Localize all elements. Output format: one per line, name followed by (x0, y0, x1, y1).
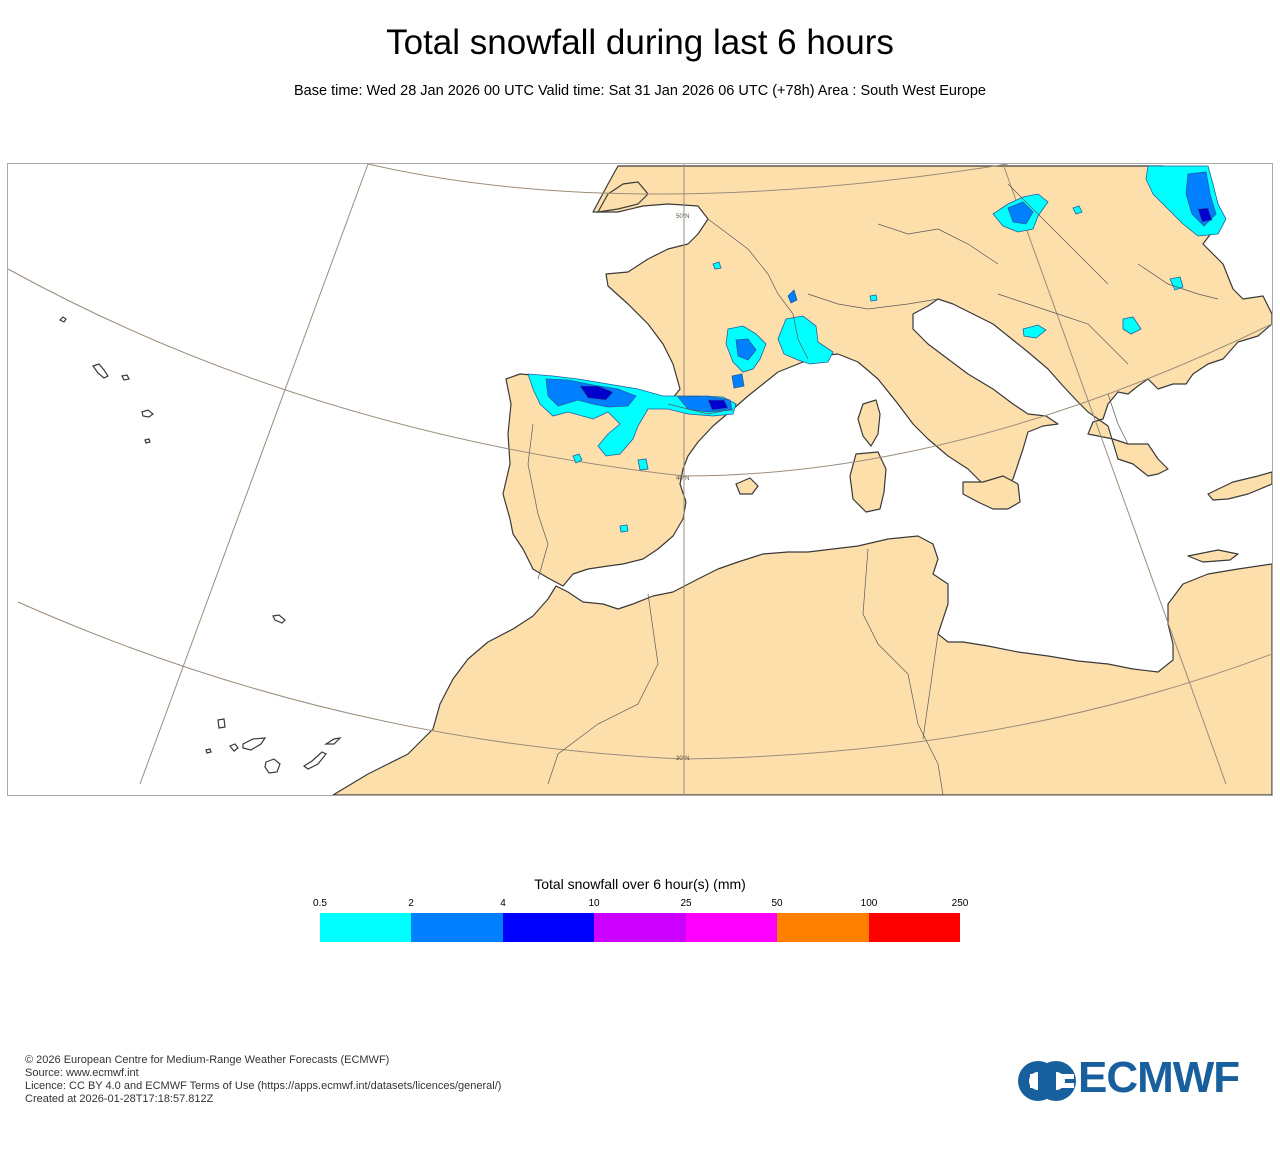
legend-ticks: 0.5 2 4 10 25 50 100 250 (0, 898, 1280, 912)
snow-patch-massif-central-2mm (735, 338, 757, 361)
legend-tick: 100 (860, 898, 878, 909)
graticule (8, 164, 1272, 795)
canary-lanzarote (323, 737, 342, 745)
snow-patch-carpathian (1169, 276, 1184, 291)
anatolia-landmass (1207, 471, 1272, 501)
border-romania (1137, 263, 1219, 300)
snow-patch-iberia-3 (619, 524, 629, 533)
snow-patch-central-europe-2mm (1007, 201, 1034, 225)
canary-grancanaria (264, 758, 281, 774)
snow-patch-iberia-2 (637, 458, 649, 471)
page-subtitle: Base time: Wed 28 Jan 2026 00 UTC Valid … (294, 83, 986, 99)
canary-fuerteventura (302, 751, 327, 770)
british-isles (596, 181, 649, 213)
parallel-40n (8, 268, 1272, 477)
canary-hierro (205, 748, 212, 754)
legend-tick: 0.5 (313, 898, 327, 909)
ecmwf-logo-text: ECMWF (1078, 1053, 1240, 1102)
parallel-50n (367, 164, 1009, 195)
legend-title: Total snowfall over 6 hour(s) (mm) (534, 876, 746, 892)
legend-swatch (594, 913, 686, 942)
azores-islet (58, 316, 67, 323)
canary-gomera (229, 743, 239, 752)
meridian-west-20 (139, 164, 369, 785)
ecmwf-logo-icon (1018, 1061, 1076, 1101)
madeira (272, 614, 286, 624)
page-title: Total snowfall during last 6 hours (386, 23, 894, 62)
britain-south (596, 181, 649, 213)
border-alps (807, 293, 939, 310)
crete (1187, 549, 1239, 563)
snow-band-cantabrian-4mm (579, 385, 614, 401)
created-text: Created at 2026-01-28T17:18:57.812Z (25, 1093, 214, 1105)
legend-tick: 50 (771, 898, 783, 909)
ecmwf-logo: ECMWF (1016, 1053, 1260, 1106)
snowfall-map: 50°N 40°N 30°N (7, 163, 1273, 796)
snow-patch-romania (1122, 316, 1142, 335)
corsica (857, 399, 881, 447)
footer-credits: © 2026 European Centre for Medium-Range … (25, 1054, 501, 1106)
snow-patch-alps-2 (787, 289, 798, 304)
latitude-label-50n: 50°N (676, 214, 689, 220)
mallorca (735, 477, 759, 495)
border-algeria-tunisia (862, 548, 944, 795)
snow-patch-poland-small (1072, 205, 1083, 215)
azores-islet-2 (121, 374, 130, 381)
snow-patch-jura (869, 294, 878, 302)
legend-swatch (685, 913, 778, 942)
snow-band-pyrenees-4mm (707, 399, 729, 411)
legend-tick: 2 (408, 898, 414, 909)
snow-patch-alps (777, 315, 834, 365)
source-text: Source: www.ecmwf.int (25, 1067, 139, 1079)
border-tunisia-libya (922, 633, 939, 740)
border-spain-france (667, 403, 734, 415)
atlantic-islands (58, 316, 342, 774)
border-spain-portugal (527, 423, 549, 580)
snow-patch-iberia-1 (572, 453, 583, 464)
azores-islet-3 (141, 409, 154, 418)
border-france-east (767, 273, 809, 360)
snowfall-contours (527, 165, 1227, 533)
legend-swatch (868, 913, 960, 942)
legend-swatch (411, 913, 503, 942)
legend-swatch (502, 913, 595, 942)
azores-island (92, 363, 109, 379)
canary-tenerife (242, 737, 267, 751)
canary-palma (217, 718, 226, 729)
border-morocco-algeria (547, 593, 659, 785)
legend-colorbar (320, 913, 960, 942)
country-borders (527, 183, 1219, 795)
latitude-label-40n: 40°N (676, 476, 689, 482)
legend-tick: 250 (951, 898, 969, 909)
snow-patch-south-france (731, 373, 745, 389)
licence-text: Licence: CC BY 4.0 and ECMWF Terms of Us… (25, 1080, 502, 1092)
latitude-label-30n: 30°N (676, 756, 689, 762)
land (332, 165, 1272, 795)
latitude-labels: 50°N 40°N 30°N (676, 214, 689, 762)
azores-islet-4 (144, 438, 151, 444)
legend-swatch (320, 913, 412, 942)
border-france-belgium (707, 218, 769, 275)
border-greece (1107, 393, 1129, 445)
meridian-east-20 (1002, 164, 1227, 785)
legend-tick: 10 (588, 898, 600, 909)
sicily (962, 475, 1021, 510)
snow-patch-balkans (1022, 324, 1047, 339)
snow-patch-paris (712, 261, 722, 270)
border-poland-south (1007, 183, 1109, 285)
legend-swatch (777, 913, 869, 942)
legend-tick: 25 (680, 898, 692, 909)
parallel-30n (17, 601, 1272, 760)
border-central-europe (877, 223, 999, 265)
copyright-text: © 2026 European Centre for Medium-Range … (25, 1054, 390, 1066)
snow-patch-belarus-4mm (1197, 207, 1213, 223)
border-balkans (997, 293, 1129, 365)
legend-tick: 4 (500, 898, 506, 909)
africa-landmass (332, 535, 1272, 795)
